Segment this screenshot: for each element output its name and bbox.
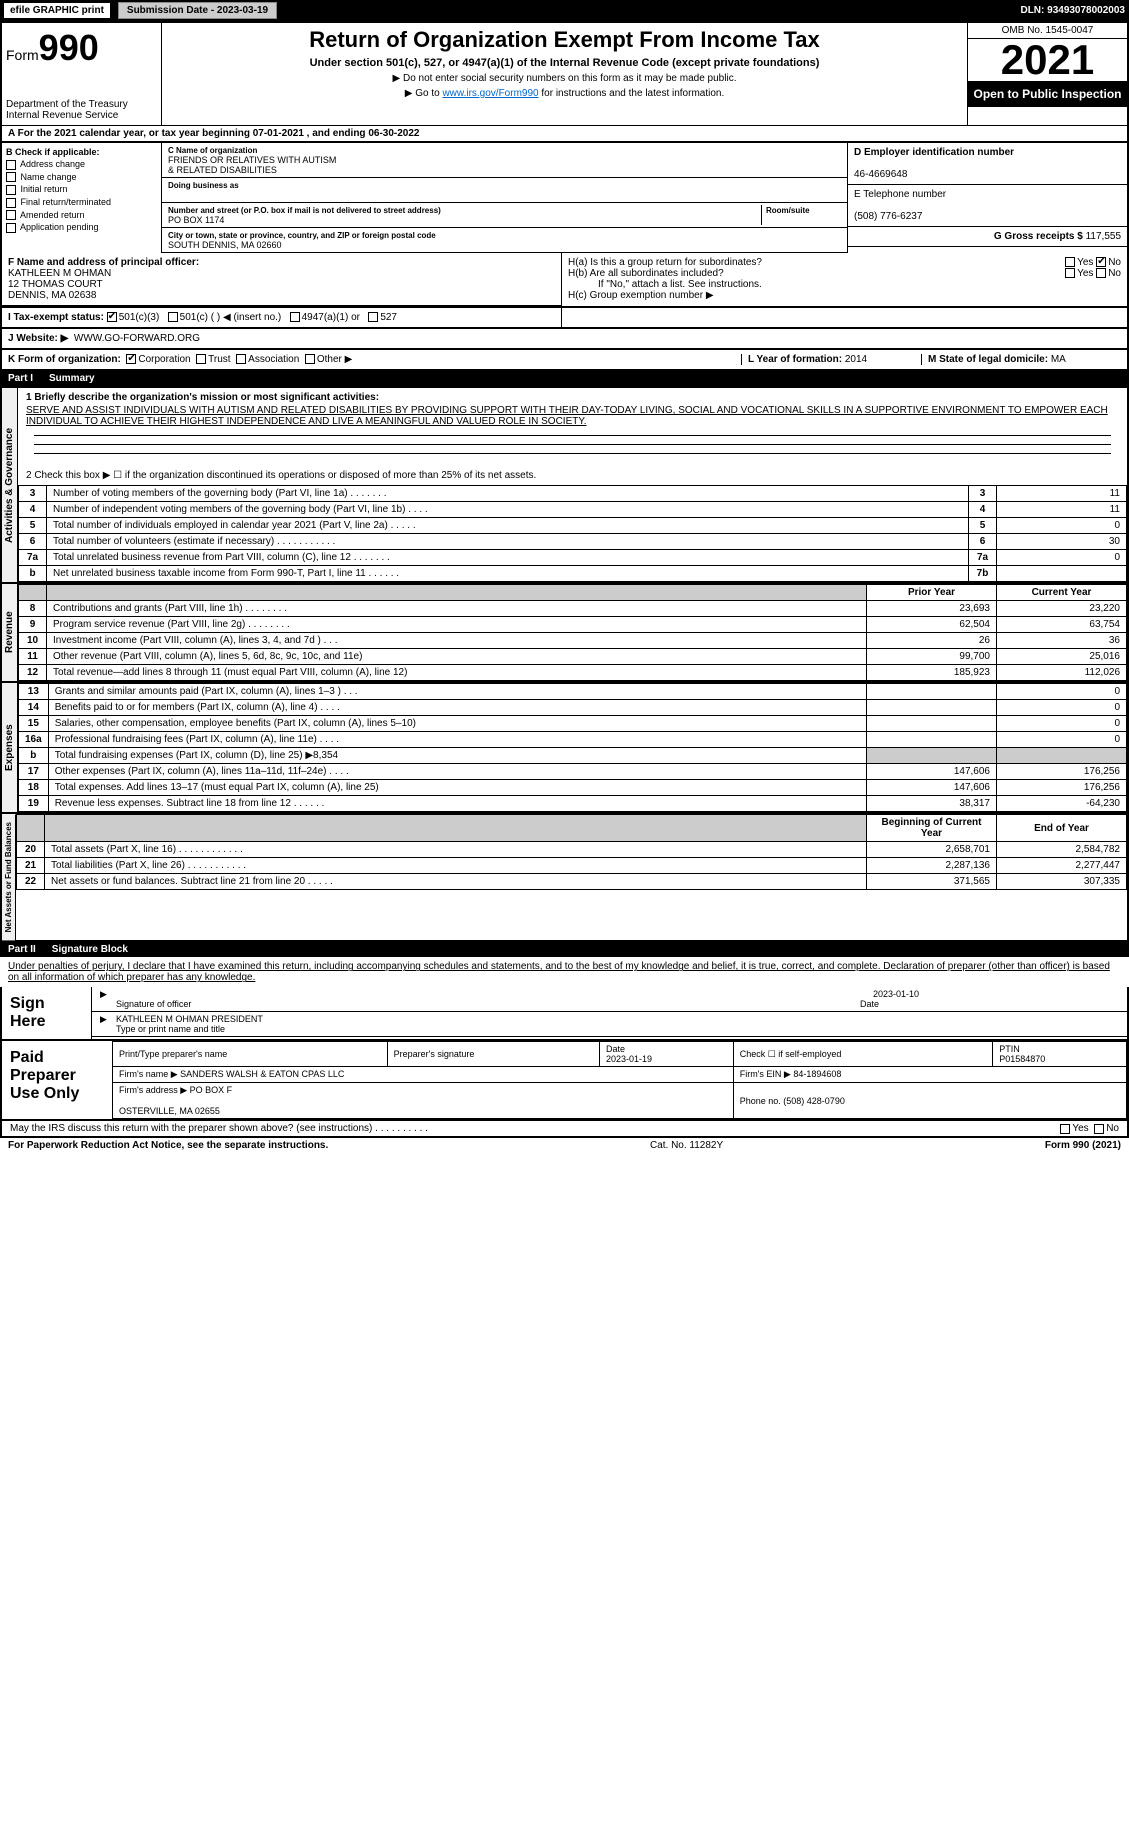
- table-row: 7aTotal unrelated business revenue from …: [19, 550, 1127, 566]
- table-row: bNet unrelated business taxable income f…: [19, 566, 1127, 582]
- checkbox-final-return-terminated[interactable]: Final return/terminated: [6, 197, 157, 208]
- col-b-checkboxes: B Check if applicable: Address change Na…: [2, 143, 162, 253]
- table-row: 10Investment income (Part VIII, column (…: [19, 633, 1127, 649]
- row-a-tax-year: A For the 2021 calendar year, or tax yea…: [0, 125, 1129, 143]
- form-number: Form990: [6, 27, 157, 69]
- form-title: Return of Organization Exempt From Incom…: [170, 27, 959, 53]
- checkbox-address-change[interactable]: Address change: [6, 159, 157, 170]
- q1-label: 1 Briefly describe the organization's mi…: [26, 392, 379, 403]
- footer: For Paperwork Reduction Act Notice, see …: [0, 1138, 1129, 1153]
- checkbox-application-pending[interactable]: Application pending: [6, 222, 157, 233]
- officer-label: F Name and address of principal officer:: [8, 257, 199, 268]
- table-row: 16aProfessional fundraising fees (Part I…: [19, 732, 1127, 748]
- addr-label: Number and street (or P.O. box if mail i…: [168, 206, 441, 215]
- table-row: 22Net assets or fund balances. Subtract …: [17, 874, 1127, 890]
- ein-value: 46-4669648: [854, 169, 907, 180]
- sign-here-label: Sign Here: [2, 987, 92, 1039]
- tax-status-label: I Tax-exempt status:: [8, 312, 104, 323]
- table-row: 14Benefits paid to or for members (Part …: [19, 700, 1127, 716]
- dept-label: Department of the Treasury Internal Reve…: [6, 99, 157, 121]
- table-row: 13Grants and similar amounts paid (Part …: [19, 684, 1127, 700]
- table-row: 19Revenue less expenses. Subtract line 1…: [19, 796, 1127, 812]
- tax-year: 2021: [968, 39, 1127, 81]
- phone-label: E Telephone number: [854, 189, 946, 200]
- room-label: Room/suite: [766, 206, 810, 215]
- submission-date-button[interactable]: Submission Date - 2023-03-19: [118, 2, 277, 19]
- table-row: 3Number of voting members of the governi…: [19, 486, 1127, 502]
- table-row: 15Salaries, other compensation, employee…: [19, 716, 1127, 732]
- table-row: 17Other expenses (Part IX, column (A), l…: [19, 764, 1127, 780]
- org-name-label: C Name of organization: [168, 146, 257, 155]
- discuss-row: May the IRS discuss this return with the…: [0, 1121, 1129, 1138]
- checkbox-amended-return[interactable]: Amended return: [6, 210, 157, 221]
- table-row: 12Total revenue—add lines 8 through 11 (…: [19, 665, 1127, 681]
- dln-label: DLN: 93493078002003: [1020, 5, 1125, 16]
- declaration-text: Under penalties of perjury, I declare th…: [0, 957, 1129, 987]
- side-tab-governance: Activities & Governance: [2, 388, 18, 582]
- table-row: 8Contributions and grants (Part VIII, li…: [19, 601, 1127, 617]
- officer-addr2: DENNIS, MA 02638: [8, 290, 96, 301]
- phone-value: (508) 776-6237: [854, 211, 922, 222]
- q2-text: 2 Check this box ▶ ☐ if the organization…: [18, 466, 1127, 485]
- h-a: H(a) Is this a group return for subordin…: [568, 257, 1121, 268]
- mission-text: SERVE AND ASSIST INDIVIDUALS WITH AUTISM…: [26, 405, 1119, 427]
- form-org-label: K Form of organization:: [8, 354, 121, 365]
- ein-label: D Employer identification number: [854, 147, 1014, 158]
- table-row: 6Total number of volunteers (estimate if…: [19, 534, 1127, 550]
- table-row: 4Number of independent voting members of…: [19, 502, 1127, 518]
- table-row: 11Other revenue (Part VIII, column (A), …: [19, 649, 1127, 665]
- sig-line: 2023-01-10 Signature of officer Date: [92, 987, 1127, 1012]
- website-value: WWW.GO-FORWARD.ORG: [74, 333, 200, 344]
- table-row: 9Program service revenue (Part VIII, lin…: [19, 617, 1127, 633]
- table-row: 21Total liabilities (Part X, line 26) . …: [17, 858, 1127, 874]
- irs-link[interactable]: www.irs.gov/Form990: [442, 88, 538, 99]
- city-label: City or town, state or province, country…: [168, 231, 436, 240]
- form-subtitle: Under section 501(c), 527, or 4947(a)(1)…: [170, 57, 959, 69]
- h-c: H(c) Group exemption number ▶: [568, 290, 1121, 301]
- org-name: FRIENDS OR RELATIVES WITH AUTISM & RELAT…: [168, 155, 336, 175]
- checkbox-initial-return[interactable]: Initial return: [6, 184, 157, 195]
- table-row: bTotal fundraising expenses (Part IX, co…: [19, 748, 1127, 764]
- part-i-header: Part ISummary: [0, 371, 1129, 386]
- form-header: Form990 Department of the Treasury Inter…: [0, 21, 1129, 125]
- part-ii-header: Part IISignature Block: [0, 942, 1129, 957]
- gross-receipts-label: G Gross receipts $: [994, 231, 1083, 242]
- officer-addr1: 12 THOMAS COURT: [8, 279, 103, 290]
- table-row: 5Total number of individuals employed in…: [19, 518, 1127, 534]
- name-line: KATHLEEN M OHMAN PRESIDENT Type or print…: [92, 1012, 1127, 1037]
- preparer-table: Print/Type preparer's name Preparer's si…: [112, 1041, 1127, 1119]
- note-ssn: ▶ Do not enter social security numbers o…: [170, 73, 959, 84]
- dba-label: Doing business as: [168, 181, 239, 190]
- side-tab-expenses: Expenses: [2, 683, 18, 812]
- gross-receipts-value: 117,555: [1086, 231, 1121, 242]
- efile-label: efile GRAPHIC print: [4, 3, 110, 18]
- officer-name: KATHLEEN M OHMAN: [8, 268, 111, 279]
- side-tab-net: Net Assets or Fund Balances: [2, 814, 16, 940]
- checkbox-name-change[interactable]: Name change: [6, 172, 157, 183]
- street-address: PO BOX 1174: [168, 215, 224, 225]
- side-tab-revenue: Revenue: [2, 584, 18, 681]
- h-b-note: If "No," attach a list. See instructions…: [568, 279, 1121, 290]
- h-b: H(b) Are all subordinates included? Yes …: [568, 268, 1121, 279]
- paid-preparer-label: Paid Preparer Use Only: [2, 1041, 112, 1119]
- open-public-badge: Open to Public Inspection: [968, 81, 1127, 107]
- note-link: ▶ Go to www.irs.gov/Form990 for instruct…: [170, 88, 959, 99]
- table-row: 18Total expenses. Add lines 13–17 (must …: [19, 780, 1127, 796]
- table-row: 20Total assets (Part X, line 16) . . . .…: [17, 842, 1127, 858]
- website-label: J Website: ▶: [8, 333, 68, 344]
- top-bar: efile GRAPHIC print Submission Date - 20…: [0, 0, 1129, 21]
- city-state-zip: SOUTH DENNIS, MA 02660: [168, 240, 282, 250]
